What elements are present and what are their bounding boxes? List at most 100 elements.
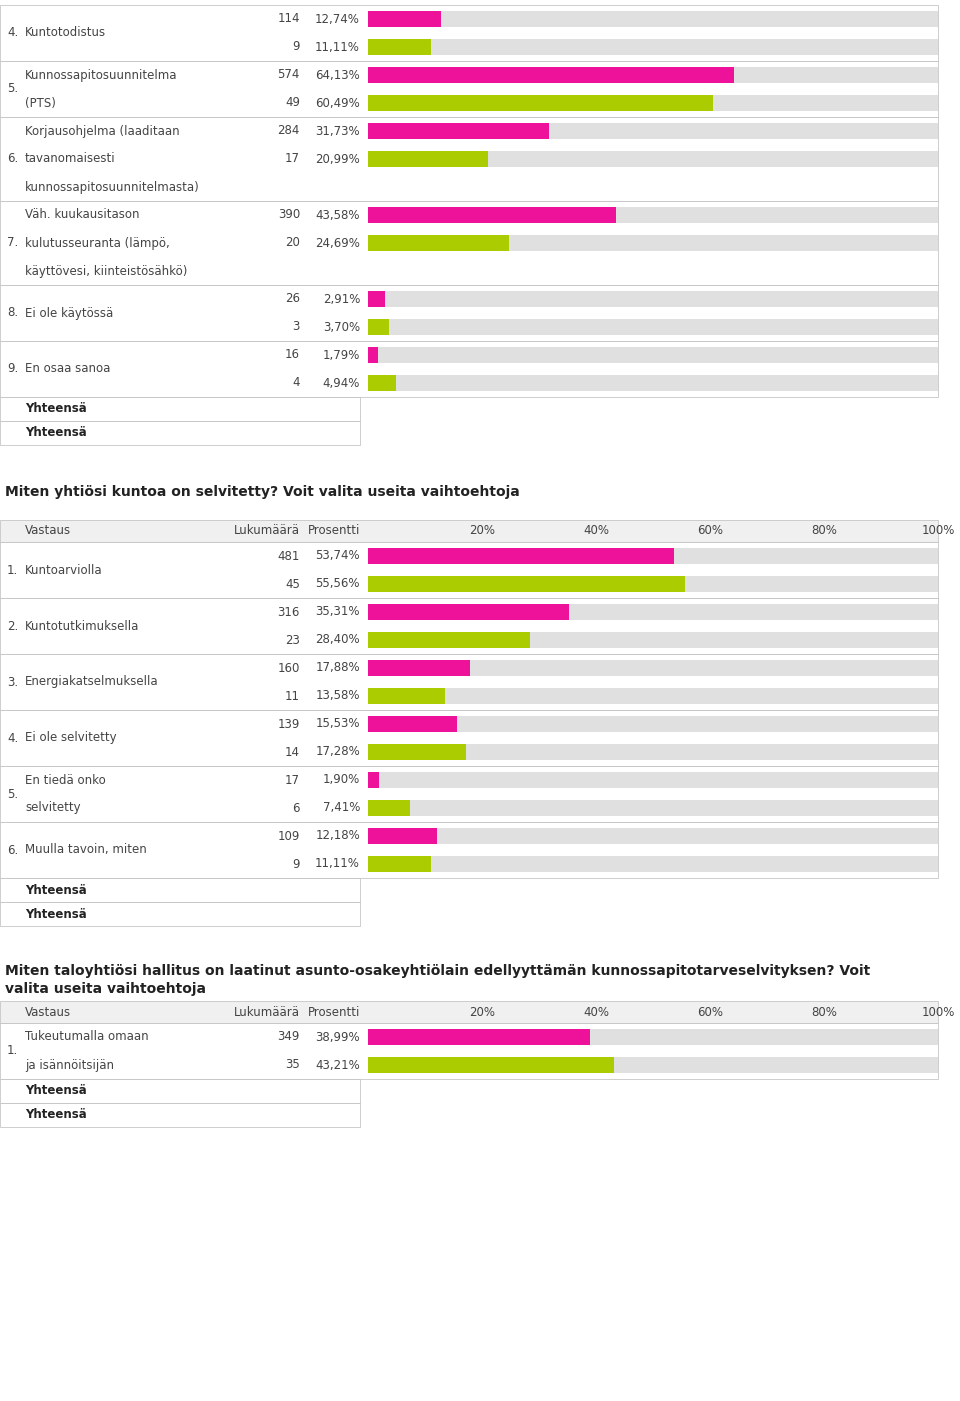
Bar [368, 604, 569, 621]
Text: Miten taloyhtiösi hallitus on laatinut asunto-osakeyhtiölain edellyyttämän kunno: Miten taloyhtiösi hallitus on laatinut a… [5, 964, 871, 978]
Bar [368, 234, 938, 251]
Bar [0, 1000, 938, 1023]
Bar [368, 346, 378, 363]
Text: Prosentti: Prosentti [307, 1006, 360, 1019]
Text: 17,28%: 17,28% [315, 745, 360, 758]
Text: 316: 316 [277, 605, 300, 618]
Text: 4.: 4. [7, 27, 18, 39]
Text: 20%: 20% [469, 524, 495, 538]
Text: 3.: 3. [7, 675, 18, 688]
Bar [368, 374, 396, 391]
Text: 35: 35 [285, 1059, 300, 1072]
Text: kulutusseuranta (lämpö,: kulutusseuranta (lämpö, [25, 237, 170, 249]
Bar [368, 548, 674, 565]
Text: 17,88%: 17,88% [316, 661, 360, 674]
Bar [0, 766, 938, 822]
Bar [0, 598, 938, 654]
Text: Väh. kuukausitason: Väh. kuukausitason [25, 209, 139, 221]
Text: Lukumäärä: Lukumäärä [234, 1006, 300, 1019]
Text: 53,74%: 53,74% [316, 549, 360, 562]
Text: 13,58%: 13,58% [316, 689, 360, 702]
Text: 7.: 7. [7, 237, 18, 249]
Bar [368, 800, 410, 817]
Bar [0, 542, 938, 598]
Text: 160: 160 [277, 661, 300, 674]
Text: kunnossapitosuunnitelmasta): kunnossapitosuunnitelmasta) [25, 181, 200, 193]
Bar [368, 206, 616, 223]
Bar [368, 206, 938, 223]
Bar [368, 772, 938, 789]
Text: 139: 139 [277, 717, 300, 730]
Bar [368, 346, 938, 363]
Text: 11: 11 [285, 689, 300, 702]
Text: valita useita vaihtoehtoja: valita useita vaihtoehtoja [5, 982, 206, 996]
Text: tavanomaisesti: tavanomaisesti [25, 153, 115, 165]
Bar [368, 39, 431, 56]
Bar [368, 660, 938, 677]
Bar [0, 822, 938, 878]
Text: 12,18%: 12,18% [315, 829, 360, 842]
Bar [0, 62, 938, 118]
Bar [368, 576, 938, 593]
Bar [368, 716, 938, 733]
Text: Yhteensä: Yhteensä [25, 1084, 86, 1097]
Text: Muulla tavoin, miten: Muulla tavoin, miten [25, 843, 147, 856]
Bar [0, 6, 938, 62]
Text: Vastaus: Vastaus [25, 524, 71, 538]
Text: 43,21%: 43,21% [315, 1059, 360, 1072]
Text: 6: 6 [293, 801, 300, 814]
Text: 55,56%: 55,56% [316, 577, 360, 590]
Text: 4: 4 [293, 377, 300, 389]
Bar [368, 150, 488, 167]
Text: 1,90%: 1,90% [323, 773, 360, 786]
Text: Kuntotutkimuksella: Kuntotutkimuksella [25, 619, 139, 632]
Text: 6.: 6. [7, 843, 18, 856]
Bar [0, 902, 360, 926]
Text: 12,74%: 12,74% [315, 13, 360, 25]
Text: 9.: 9. [7, 363, 18, 375]
Bar [368, 374, 938, 391]
Bar [368, 67, 938, 84]
Bar [368, 716, 457, 733]
Text: 38,99%: 38,99% [316, 1031, 360, 1044]
Text: Kuntoarviolla: Kuntoarviolla [25, 563, 103, 576]
Bar [0, 878, 360, 902]
Text: 20,99%: 20,99% [315, 153, 360, 165]
Bar [368, 290, 938, 307]
Bar [368, 632, 938, 649]
Bar [368, 1028, 938, 1045]
Bar [368, 11, 441, 28]
Text: 14: 14 [285, 745, 300, 758]
Text: 28,40%: 28,40% [316, 633, 360, 646]
Bar [368, 150, 938, 167]
Text: 11,11%: 11,11% [315, 857, 360, 870]
Bar [368, 1056, 614, 1073]
Text: 43,58%: 43,58% [316, 209, 360, 221]
Text: Miten yhtiösi kuntoa on selvitetty? Voit valita useita vaihtoehtoja: Miten yhtiösi kuntoa on selvitetty? Voit… [5, 485, 519, 499]
Text: En osaa sanoa: En osaa sanoa [25, 363, 110, 375]
Text: käyttövesi, kiinteistösähkö): käyttövesi, kiinteistösähkö) [25, 265, 187, 277]
Bar [368, 123, 938, 140]
Text: 574: 574 [277, 69, 300, 81]
Text: 17: 17 [285, 153, 300, 165]
Text: 64,13%: 64,13% [315, 69, 360, 81]
Text: (PTS): (PTS) [25, 97, 56, 109]
Text: Energiakatselmuksella: Energiakatselmuksella [25, 675, 158, 688]
Bar [368, 856, 938, 873]
Bar [368, 95, 938, 112]
Text: 31,73%: 31,73% [316, 125, 360, 137]
Bar [368, 828, 938, 845]
Bar [368, 772, 379, 789]
Text: 9: 9 [293, 857, 300, 870]
Text: 16: 16 [285, 349, 300, 361]
Text: Prosentti: Prosentti [307, 524, 360, 538]
Text: 2,91%: 2,91% [323, 293, 360, 305]
Text: 49: 49 [285, 97, 300, 109]
Text: Ei ole käytössä: Ei ole käytössä [25, 307, 113, 319]
Bar [0, 200, 938, 284]
Text: 60%: 60% [697, 524, 723, 538]
Bar [368, 800, 938, 817]
Bar [0, 420, 360, 446]
Text: 4,94%: 4,94% [323, 377, 360, 389]
Text: 40%: 40% [583, 1006, 609, 1019]
